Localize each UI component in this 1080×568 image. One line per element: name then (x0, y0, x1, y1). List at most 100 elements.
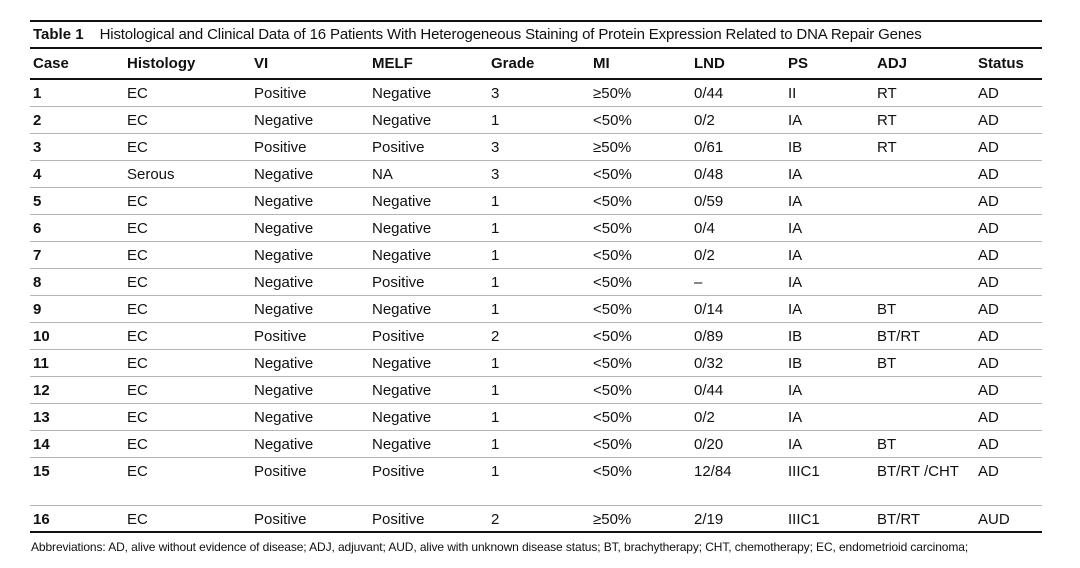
cell-status: AD (975, 349, 1042, 377)
cell-melf: Negative (369, 106, 488, 134)
cell-case: 3 (30, 133, 124, 161)
cell-adj (874, 160, 975, 188)
table-row: 11 EC Negative Negative 1 <50% 0/32 IB BT AD (30, 349, 1042, 377)
cell-melf: Negative (369, 295, 488, 323)
cell-melf: Negative (369, 376, 488, 404)
cell-vi: Positive (251, 322, 369, 350)
cell-histology: EC (124, 349, 251, 377)
cell-ps: IA (785, 241, 874, 269)
cell-case: 14 (30, 430, 124, 458)
cell-lnd: 2/19 (691, 505, 785, 533)
table-row: 4 Serous Negative NA 3 <50% 0/48 IA AD (30, 160, 1042, 188)
table-row: 15 EC Positive Positive 1 <50% 12/84 IIIC1 BT/RT… (30, 457, 1042, 506)
table-row: 1 EC Positive Negative 3 ≥50% 0/44 II RT AD (30, 79, 1042, 107)
cell-adj (874, 241, 975, 269)
cell-lnd: 0/2 (691, 241, 785, 269)
cell-mi: <50% (590, 349, 691, 377)
cell-histology: EC (124, 106, 251, 134)
cell-grade: 3 (488, 160, 590, 188)
cell-adj: BT/RT /CHT (874, 457, 975, 506)
cell-status: AD (975, 241, 1042, 269)
cell-histology: EC (124, 457, 251, 506)
cell-ps: IA (785, 295, 874, 323)
cell-mi: <50% (590, 376, 691, 404)
cell-vi: Negative (251, 403, 369, 431)
cell-vi: Negative (251, 268, 369, 296)
cell-adj: RT (874, 79, 975, 107)
cell-grade: 1 (488, 430, 590, 458)
column-header-case: Case (30, 49, 124, 80)
cell-case: 5 (30, 187, 124, 215)
cell-grade: 1 (488, 214, 590, 242)
table-row: 10 EC Positive Positive 2 <50% 0/89 IB BT/RT AD (30, 322, 1042, 350)
cell-ps: IA (785, 268, 874, 296)
cell-lnd: 0/32 (691, 349, 785, 377)
cell-histology: EC (124, 403, 251, 431)
cell-adj: BT (874, 430, 975, 458)
table-body: 1 EC Positive Negative 3 ≥50% 0/44 II RT AD 2 EC Neg… (30, 79, 1042, 533)
cell-status: AD (975, 133, 1042, 161)
cell-case: 9 (30, 295, 124, 323)
cell-ps: IA (785, 403, 874, 431)
cell-mi: <50% (590, 457, 691, 506)
cell-case: 8 (30, 268, 124, 296)
cell-melf: Positive (369, 322, 488, 350)
cell-case: 13 (30, 403, 124, 431)
cell-histology: EC (124, 430, 251, 458)
cell-ps: IIIC1 (785, 505, 874, 533)
cell-vi: Negative (251, 214, 369, 242)
column-header-melf: MELF (369, 49, 488, 80)
cell-status: AD (975, 187, 1042, 215)
cell-histology: EC (124, 214, 251, 242)
cell-mi: <50% (590, 295, 691, 323)
cell-vi: Negative (251, 430, 369, 458)
cell-melf: Positive (369, 505, 488, 533)
cell-lnd: 0/89 (691, 322, 785, 350)
cell-grade: 1 (488, 187, 590, 215)
cell-histology: Serous (124, 160, 251, 188)
cell-adj (874, 214, 975, 242)
cell-melf: Positive (369, 457, 488, 506)
cell-lnd: 0/14 (691, 295, 785, 323)
cell-adj: RT (874, 133, 975, 161)
cell-ps: IB (785, 133, 874, 161)
cell-vi: Negative (251, 349, 369, 377)
cell-status: AD (975, 430, 1042, 458)
table-row: 8 EC Negative Positive 1 <50% – IA AD (30, 268, 1042, 296)
cell-melf: Negative (369, 241, 488, 269)
cell-histology: EC (124, 187, 251, 215)
cell-histology: EC (124, 322, 251, 350)
cell-melf: Negative (369, 79, 488, 107)
cell-lnd: 0/20 (691, 430, 785, 458)
cell-vi: Negative (251, 106, 369, 134)
cell-ps: IA (785, 187, 874, 215)
cell-mi: <50% (590, 403, 691, 431)
cell-case: 7 (30, 241, 124, 269)
cell-status: AD (975, 160, 1042, 188)
cell-grade: 1 (488, 241, 590, 269)
cell-ps: IA (785, 106, 874, 134)
table-row: 9 EC Negative Negative 1 <50% 0/14 IA BT AD (30, 295, 1042, 323)
cell-grade: 1 (488, 295, 590, 323)
cell-grade: 1 (488, 457, 590, 506)
cell-mi: ≥50% (590, 505, 691, 533)
data-table: Case Histology VI MELF Grade MI LND PS ADJ Status… (30, 49, 1042, 533)
cell-ps: IA (785, 214, 874, 242)
table-row: 2 EC Negative Negative 1 <50% 0/2 IA RT AD (30, 106, 1042, 134)
cell-adj (874, 268, 975, 296)
column-header-status: Status (975, 49, 1042, 80)
table-caption: Table 1 Histological and Clinical Data o… (30, 20, 1042, 49)
cell-status: AD (975, 295, 1042, 323)
cell-case: 15 (30, 457, 124, 506)
cell-vi: Positive (251, 79, 369, 107)
cell-status: AD (975, 106, 1042, 134)
cell-histology: EC (124, 268, 251, 296)
column-header-ps: PS (785, 49, 874, 80)
table-row: 5 EC Negative Negative 1 <50% 0/59 IA AD (30, 187, 1042, 215)
cell-histology: EC (124, 376, 251, 404)
cell-vi: Negative (251, 241, 369, 269)
table-row: 6 EC Negative Negative 1 <50% 0/4 IA AD (30, 214, 1042, 242)
table-title: Histological and Clinical Data of 16 Pat… (99, 26, 922, 43)
header-row: Case Histology VI MELF Grade MI LND PS ADJ Status (30, 49, 1042, 80)
cell-case: 2 (30, 106, 124, 134)
